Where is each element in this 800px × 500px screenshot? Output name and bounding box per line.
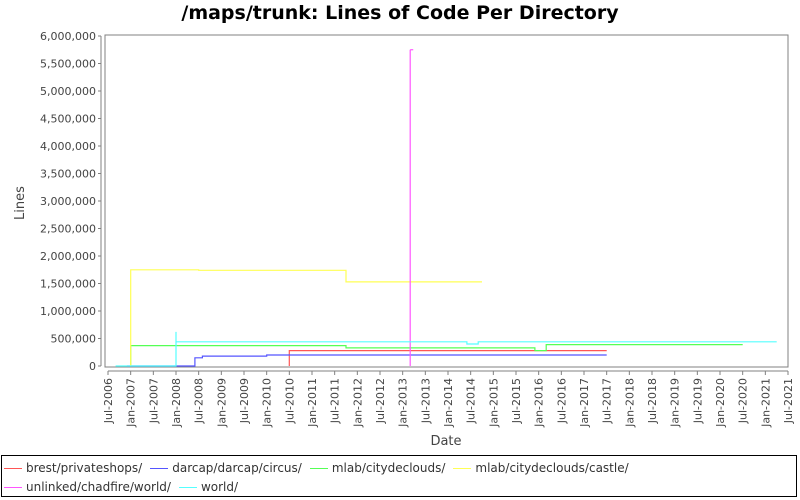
x-tick-label: Jan-2019 <box>669 378 682 428</box>
x-tick-label: Jul-2006 <box>102 378 115 424</box>
legend-swatch-icon <box>150 467 169 469</box>
series-line <box>130 269 482 366</box>
x-tick-label: Jan-2017 <box>578 378 591 428</box>
legend-label: darcap/darcap/circus/ <box>172 461 302 475</box>
legend-swatch-icon <box>4 467 22 469</box>
y-tick-label: 0 <box>89 360 96 373</box>
x-tick-label: Jul-2018 <box>646 378 659 424</box>
x-tick-label: Jul-2009 <box>238 378 251 424</box>
x-tick-label: Jul-2017 <box>601 378 614 424</box>
y-tick-label: 4,000,000 <box>40 140 96 153</box>
x-tick-label: Jul-2013 <box>419 378 432 424</box>
legend-label: mlab/citydeclouds/ <box>331 461 446 475</box>
legend-label: unlinked/chadfire/world/ <box>26 480 171 494</box>
x-tick-label: Jan-2007 <box>125 378 138 428</box>
legend-label: mlab/citydeclouds/castle/ <box>475 461 629 475</box>
legend-swatch-icon <box>309 467 328 469</box>
legend-swatch-icon <box>453 467 472 469</box>
y-tick-label: 2,500,000 <box>40 223 96 236</box>
x-tick-label: Jul-2008 <box>193 378 206 424</box>
legend-item: mlab/citydeclouds/ <box>309 461 446 475</box>
y-tick-label: 500,000 <box>51 333 97 346</box>
x-axis: Jul-2006 Jan-2007 Jul-2007 Jan-2008 Jul-2008… <box>102 370 795 428</box>
legend-label: world/ <box>200 480 239 494</box>
x-tick-label: Jan-2021 <box>759 378 772 428</box>
series-lines <box>115 49 777 367</box>
plot-area <box>104 34 789 368</box>
y-tick-label: 3,000,000 <box>40 195 96 208</box>
legend-swatch-icon <box>178 486 197 488</box>
y-tick-label: 1,000,000 <box>40 305 96 318</box>
y-tick-label: 1,500,000 <box>40 278 96 291</box>
legend-item: unlinked/chadfire/world/ <box>4 480 171 494</box>
x-tick-label: Jan-2011 <box>306 378 319 428</box>
y-tick-label: 6,000,000 <box>40 30 96 43</box>
legend-item: world/ <box>178 480 239 494</box>
x-tick-label: Jul-2015 <box>510 378 523 424</box>
x-tick-label: Jan-2015 <box>487 378 500 428</box>
y-tick-label: 5,000,000 <box>40 85 96 98</box>
x-tick-label: Jul-2010 <box>283 378 296 424</box>
y-axis-label: Lines <box>13 186 28 220</box>
chart-legend: brest/privateshops/darcap/darcap/circus/… <box>1 455 797 497</box>
x-tick-label: Jan-2018 <box>623 378 636 428</box>
x-tick-label: Jul-2021 <box>782 378 795 424</box>
x-tick-label: Jan-2016 <box>533 378 546 428</box>
x-tick-label: Jul-2007 <box>147 378 160 424</box>
legend-label: brest/privateshops/ <box>26 461 143 475</box>
x-tick-label: Jul-2020 <box>737 378 750 424</box>
x-tick-label: Jan-2012 <box>351 378 364 428</box>
x-tick-label: Jan-2009 <box>215 378 228 428</box>
series-line <box>126 354 607 367</box>
legend-item: darcap/darcap/circus/ <box>150 461 302 475</box>
x-tick-label: Jul-2012 <box>374 378 387 424</box>
y-tick-label: 2,000,000 <box>40 250 96 263</box>
x-tick-label: Jan-2010 <box>261 378 274 428</box>
legend-item: brest/privateshops/ <box>4 461 142 475</box>
x-tick-label: Jul-2014 <box>465 378 478 424</box>
y-axis: 0 500,000 1,000,000 1,500,000 2,000,000 2,500… <box>40 30 102 373</box>
y-tick-label: 4,500,000 <box>40 113 96 126</box>
x-tick-label: Jul-2019 <box>691 378 704 424</box>
x-tick-label: Jan-2020 <box>714 378 727 428</box>
x-axis-label: Date <box>430 434 461 449</box>
x-tick-label: Jan-2008 <box>170 378 183 428</box>
chart-plot: 0 500,000 1,000,000 1,500,000 2,000,000 2,500… <box>13 30 795 449</box>
x-tick-label: Jan-2014 <box>442 378 455 428</box>
legend-item: mlab/citydeclouds/castle/ <box>453 461 629 475</box>
series-line <box>288 350 607 366</box>
x-tick-label: Jan-2013 <box>397 378 410 428</box>
x-tick-label: Jul-2016 <box>555 378 568 424</box>
x-tick-label: Jul-2011 <box>329 378 342 424</box>
y-tick-label: 3,500,000 <box>40 168 96 181</box>
legend-swatch-icon <box>4 486 22 488</box>
series-line <box>130 344 743 366</box>
chart-title: /maps/trunk: Lines of Code Per Directory <box>181 2 619 24</box>
y-tick-label: 5,500,000 <box>40 58 96 71</box>
series-line <box>115 331 777 367</box>
